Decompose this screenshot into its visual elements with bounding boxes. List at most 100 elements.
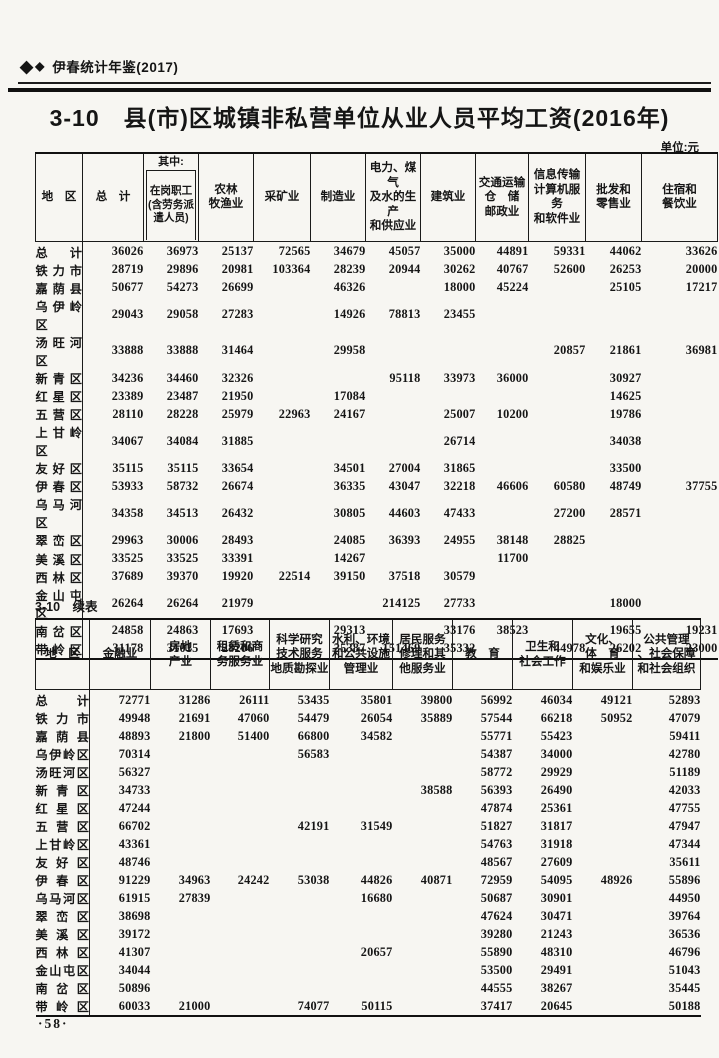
value-cell: 44826 xyxy=(360,872,393,887)
value-cell: 44555 xyxy=(480,980,513,995)
value-cell: 46326 xyxy=(333,280,366,295)
value-cell: 39150 xyxy=(333,569,366,584)
value-cell: 31918 xyxy=(540,836,573,851)
value-cell: 50115 xyxy=(361,998,393,1013)
value-cell xyxy=(529,550,586,568)
value-cell: 40767 xyxy=(496,262,529,277)
subtotal-prefix-label: 其中: xyxy=(158,156,184,168)
value-cell xyxy=(270,943,330,961)
value-cell xyxy=(151,907,211,925)
region-cell: 友好区 xyxy=(35,459,83,478)
value-cell: 33525 xyxy=(111,551,144,566)
region-cell: 西林区 xyxy=(35,943,90,961)
value-cell: 23389 xyxy=(111,388,144,403)
value-cell xyxy=(642,387,718,405)
value-cell: 14625 xyxy=(609,388,642,403)
region-cell: 乌伊岭区 xyxy=(35,296,83,333)
table-row: 友好区 35115 35115 33654 34501 27004 31865 33500 xyxy=(35,459,718,478)
value-cell: 34084 xyxy=(166,433,199,448)
region-cell: 美溪区 xyxy=(35,925,90,943)
value-cell: 54273 xyxy=(166,280,199,295)
value-cell: 30579 xyxy=(443,569,476,584)
value-cell: 72771 xyxy=(118,692,151,707)
value-cell: 38588 xyxy=(420,782,453,797)
value-cell: 28228 xyxy=(166,406,199,421)
table-row: 总计 36026 36973 25137 72565 34679 45057 35000 448… xyxy=(35,241,718,261)
value-cell xyxy=(642,297,718,333)
value-cell: 60033 xyxy=(118,998,151,1013)
value-cell: 43361 xyxy=(118,836,151,851)
value-cell: 34679 xyxy=(333,244,366,259)
value-cell: 48567 xyxy=(480,854,513,869)
value-cell: 33626 xyxy=(685,244,718,259)
value-cell: 30006 xyxy=(166,532,199,547)
value-cell: 50952 xyxy=(600,710,633,725)
col-header-education: 教 育 xyxy=(452,618,513,690)
value-cell xyxy=(573,961,633,979)
value-cell: 58732 xyxy=(166,478,199,493)
value-cell xyxy=(254,387,311,405)
value-cell xyxy=(211,943,270,961)
col-header-transport: 交通运输 仓 储 邮政业 xyxy=(475,152,529,242)
table-row: 翠峦区 38698 47624 30471 39764 xyxy=(35,907,701,925)
continued-table-label: 3-10 续表 xyxy=(35,600,98,614)
value-cell: 31885 xyxy=(221,433,254,448)
region-cell: 上甘岭区 xyxy=(35,835,90,853)
value-cell: 70314 xyxy=(118,746,151,761)
value-cell: 28571 xyxy=(609,505,642,520)
value-cell: 20645 xyxy=(540,998,573,1013)
value-cell: 34044 xyxy=(118,962,151,977)
value-cell xyxy=(254,423,311,459)
value-cell: 50687 xyxy=(480,890,513,905)
table-row: 红星区 23389 23487 21950 17084 14625 xyxy=(35,387,718,406)
value-cell xyxy=(586,297,642,333)
value-cell: 59411 xyxy=(669,728,701,743)
value-cell xyxy=(642,586,718,622)
value-cell: 48310 xyxy=(540,944,573,959)
value-cell xyxy=(211,799,270,817)
value-cell: 55896 xyxy=(668,872,701,887)
value-cell: 34582 xyxy=(360,728,393,743)
value-cell: 58772 xyxy=(480,764,513,779)
region-cell: 总计 xyxy=(35,241,83,261)
table-row: 铁力市 28719 29896 20981 103364 28239 20944 30262 4… xyxy=(35,260,718,279)
value-cell: 24085 xyxy=(333,532,366,547)
value-cell: 34358 xyxy=(111,505,144,520)
value-cell: 61915 xyxy=(118,890,151,905)
table-row: 西林区 41307 20657 55890 48310 46796 xyxy=(35,943,701,961)
table-row: 上甘岭区 34067 34084 31885 26714 34038 xyxy=(35,423,718,460)
value-cell: 27200 xyxy=(553,505,586,520)
value-cell: 24955 xyxy=(443,532,476,547)
value-cell xyxy=(366,550,421,568)
value-cell: 52893 xyxy=(668,692,701,707)
diamond-large-icon: ◆ xyxy=(20,56,34,76)
value-cell xyxy=(573,889,633,907)
table-part1-wrapper: 地 区 总 计 其中: 在岗职工 (含劳务派遣人员) 农林 牧渔业 采矿业 制造… xyxy=(35,152,718,660)
table-part2-wrapper: 地 区 金融业 房地 产业 租赁和商 务服务业 科学研究 技术服务 地质勘探业 … xyxy=(35,618,701,1017)
value-cell xyxy=(311,586,366,622)
value-cell xyxy=(586,568,642,586)
value-cell: 48926 xyxy=(600,872,633,887)
col-header-public-admin: 公共管理 、社会保障 和社会组织 xyxy=(632,618,701,690)
col-header-research: 科学研究 技术服务 地质勘探业 xyxy=(269,618,330,690)
value-cell xyxy=(254,459,311,477)
col-header-culture: 文化、 体 育 和娱乐业 xyxy=(572,618,633,690)
value-cell xyxy=(573,997,633,1016)
value-cell xyxy=(151,745,211,763)
value-cell xyxy=(330,853,393,871)
table1-header-row: 地 区 总 计 其中: 在岗职工 (含劳务派遣人员) 农林 牧渔业 采矿业 制造… xyxy=(35,152,718,242)
value-cell xyxy=(254,495,311,531)
col-header-health: 卫生和 社会工作 xyxy=(512,618,573,690)
region-cell: 金山屯区 xyxy=(35,961,90,979)
page-number: ·58· xyxy=(38,1016,69,1031)
value-cell: 29963 xyxy=(111,532,144,547)
value-cell xyxy=(421,333,476,369)
value-cell xyxy=(642,531,718,549)
value-cell xyxy=(270,907,330,925)
value-cell xyxy=(211,907,270,925)
value-cell: 34460 xyxy=(166,370,199,385)
value-cell xyxy=(586,550,642,568)
value-cell xyxy=(270,925,330,943)
table-row: 新青区 34733 38588 56393 26490 42033 xyxy=(35,781,701,799)
value-cell: 26674 xyxy=(221,478,254,493)
